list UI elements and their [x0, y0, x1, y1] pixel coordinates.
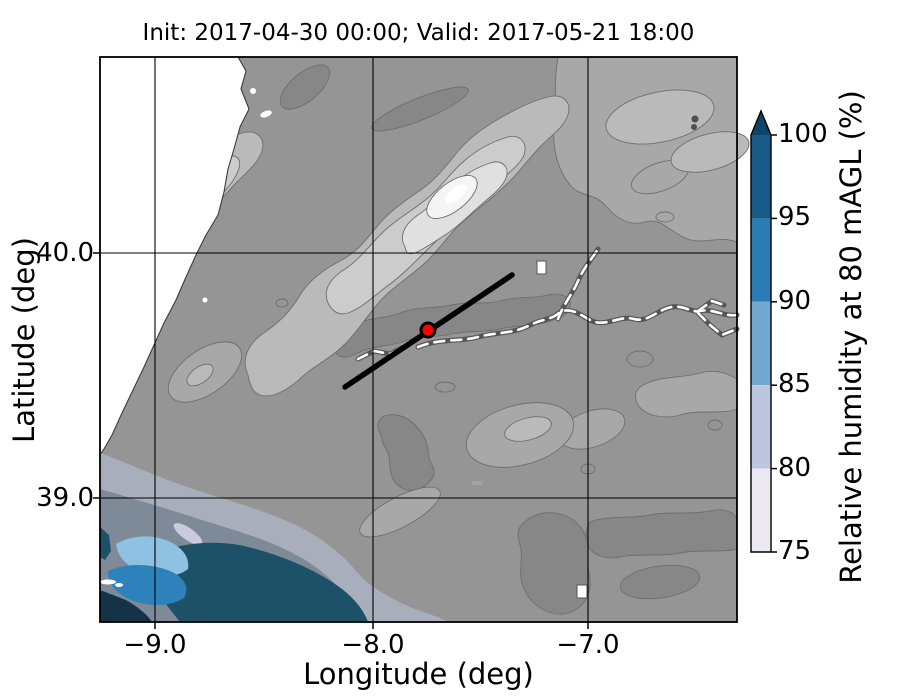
terrain-patch: [619, 564, 701, 600]
contour-ring: [707, 419, 723, 431]
river: [696, 299, 739, 337]
terrain-patch: [504, 416, 552, 442]
x-tick-label: −9.0: [123, 630, 187, 660]
terrain-patch: [371, 86, 469, 132]
terrain-patch: [635, 370, 738, 418]
colorbar-label: Relative humidity at 80 mAGL (%): [834, 90, 868, 584]
colorbar-tick-label: 95: [778, 202, 812, 232]
graticule: [100, 57, 737, 622]
colorbar-arrow: [751, 111, 771, 135]
terrain-patch: [279, 64, 331, 110]
rh-white-fleck: [100, 579, 116, 585]
plot-title: Init: 2017-04-30 00:00; Valid: 2017-05-2…: [142, 20, 695, 46]
terrain-patch: [517, 512, 591, 615]
ridge-peak: [445, 184, 467, 204]
colorbar-tick-label: 90: [778, 286, 812, 316]
map-border: [99, 56, 738, 623]
y-tick-label: 39.0: [36, 483, 94, 513]
coastal-lagoon: [250, 88, 256, 94]
terrain-patch: [605, 89, 715, 145]
terrain-valley: [333, 293, 571, 358]
contour-ring: [655, 211, 675, 223]
colorbar-ticks: [771, 134, 777, 553]
dark-dot: [691, 124, 697, 130]
terrain-patch: [585, 509, 738, 559]
terrain-patch: [186, 363, 214, 387]
axis-ticks: [93, 252, 589, 629]
y-axis-label: Latitude (deg): [7, 237, 41, 443]
rh-edge-wedge: [100, 527, 111, 560]
rh-band-teal: [147, 542, 368, 622]
rh-white-fleck: [115, 583, 123, 587]
contour-ring: [626, 350, 654, 368]
colorbar-tick-label: 100: [778, 119, 828, 149]
rh-band-midblue: [107, 565, 187, 606]
white-square: [576, 584, 588, 599]
rh-streak: [173, 523, 203, 545]
colorbar-band-85-90: [751, 301, 771, 386]
contour-ring: [434, 381, 456, 393]
colorbar-band-75-80: [751, 468, 771, 552]
colorbar-tick-label: 75: [778, 536, 812, 566]
coastal-lagoon: [202, 297, 208, 303]
ocean-region: [99, 56, 250, 457]
terrain-patch: [359, 486, 441, 538]
ocean-group: [99, 56, 272, 457]
y-tick-label: 40.0: [36, 238, 94, 268]
x-axis-label: Longitude (deg): [303, 657, 534, 691]
white-square: [536, 260, 547, 275]
coastal-lagoon: [260, 110, 272, 118]
rh-band-navy: [100, 590, 152, 622]
colorbar-outline: [750, 109, 772, 553]
map-plot: [93, 56, 750, 629]
colorbar-band-95-100: [751, 135, 771, 219]
x-tick-label: −8.0: [341, 630, 405, 660]
site-marker: [419, 321, 437, 339]
river: [556, 247, 600, 321]
terrain-patch: [670, 131, 750, 173]
x-tick-label: −7.0: [556, 630, 620, 660]
river: [416, 305, 739, 349]
terrain-patch: [377, 414, 435, 491]
dark-dot: [691, 115, 699, 123]
colorbar-band-80-85: [751, 385, 771, 469]
colorbar-tick-label: 80: [778, 453, 812, 483]
coastal-lagoon: [212, 67, 228, 79]
colorbar-tick-label: 85: [778, 369, 812, 399]
colorbar: [750, 109, 777, 553]
colorbar-band-90-95: [751, 218, 771, 302]
humidity-overlay: [100, 453, 448, 622]
gray-dash: [472, 481, 482, 485]
contour-ring: [275, 298, 289, 308]
